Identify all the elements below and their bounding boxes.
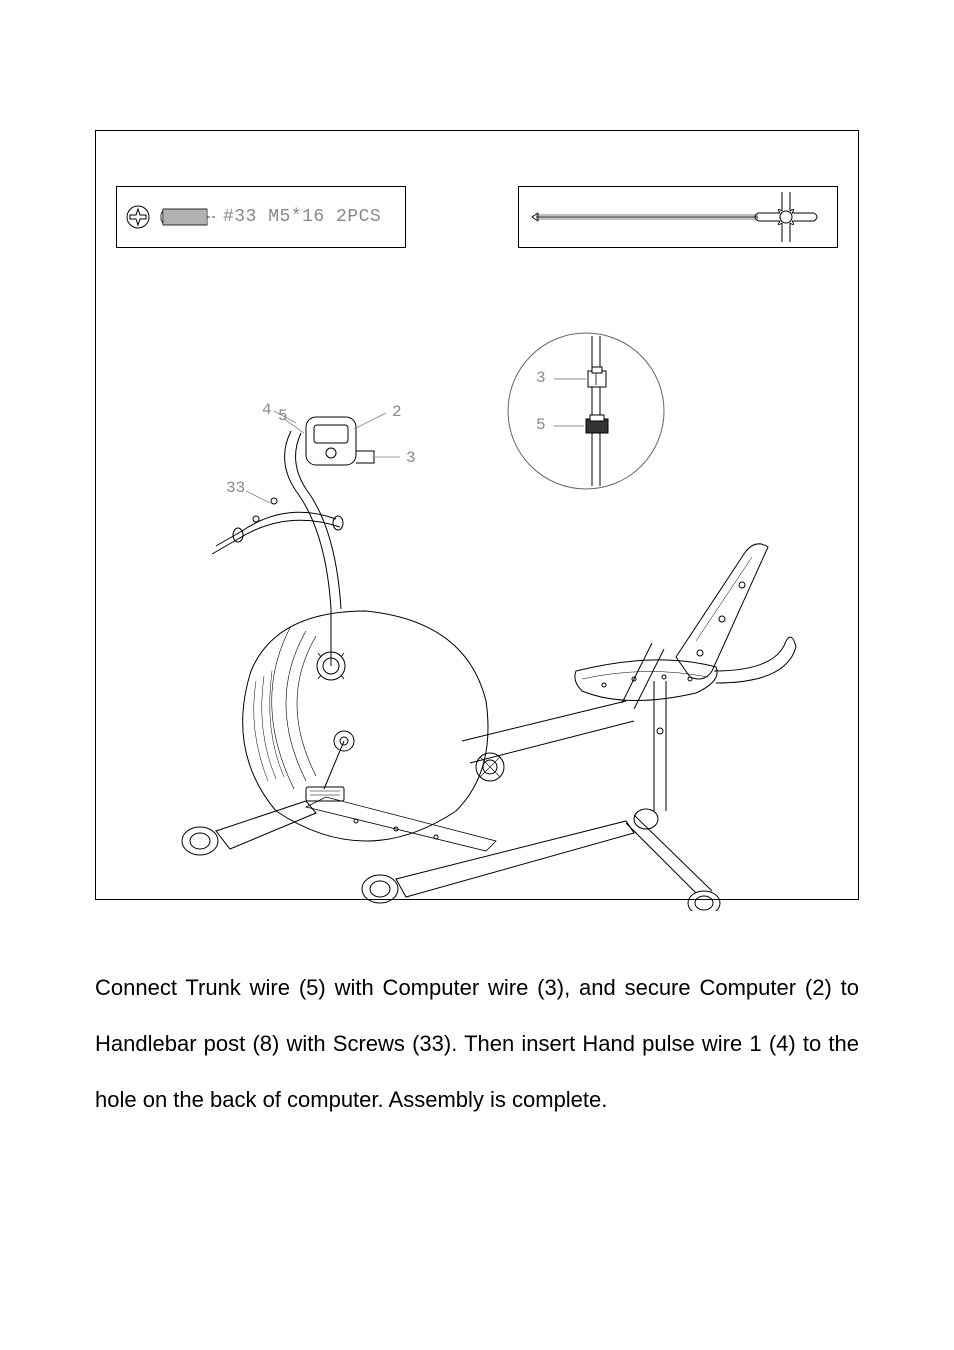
page: #33 M5*16 2PCS	[0, 0, 954, 1350]
screw-head-icon	[125, 204, 151, 230]
main-callout-5: 5	[278, 407, 288, 425]
main-callout-33: 33	[226, 479, 245, 497]
hardware-label: #33 M5*16 2PCS	[223, 207, 381, 227]
diagram-frame: #33 M5*16 2PCS	[95, 130, 859, 900]
diagram-area: 3 5	[96, 311, 858, 889]
recumbent-bike-illustration	[156, 371, 856, 911]
screw-side-icon	[159, 205, 215, 229]
instruction-paragraph: Connect Trunk wire (5) with Computer wir…	[95, 960, 859, 1128]
tool-box	[518, 186, 838, 248]
screwdriver-icon	[528, 192, 828, 242]
main-callout-4: 4	[262, 401, 272, 419]
hardware-spec-box: #33 M5*16 2PCS	[116, 186, 406, 248]
main-callout-2: 2	[392, 403, 402, 421]
main-callout-3: 3	[406, 449, 416, 467]
